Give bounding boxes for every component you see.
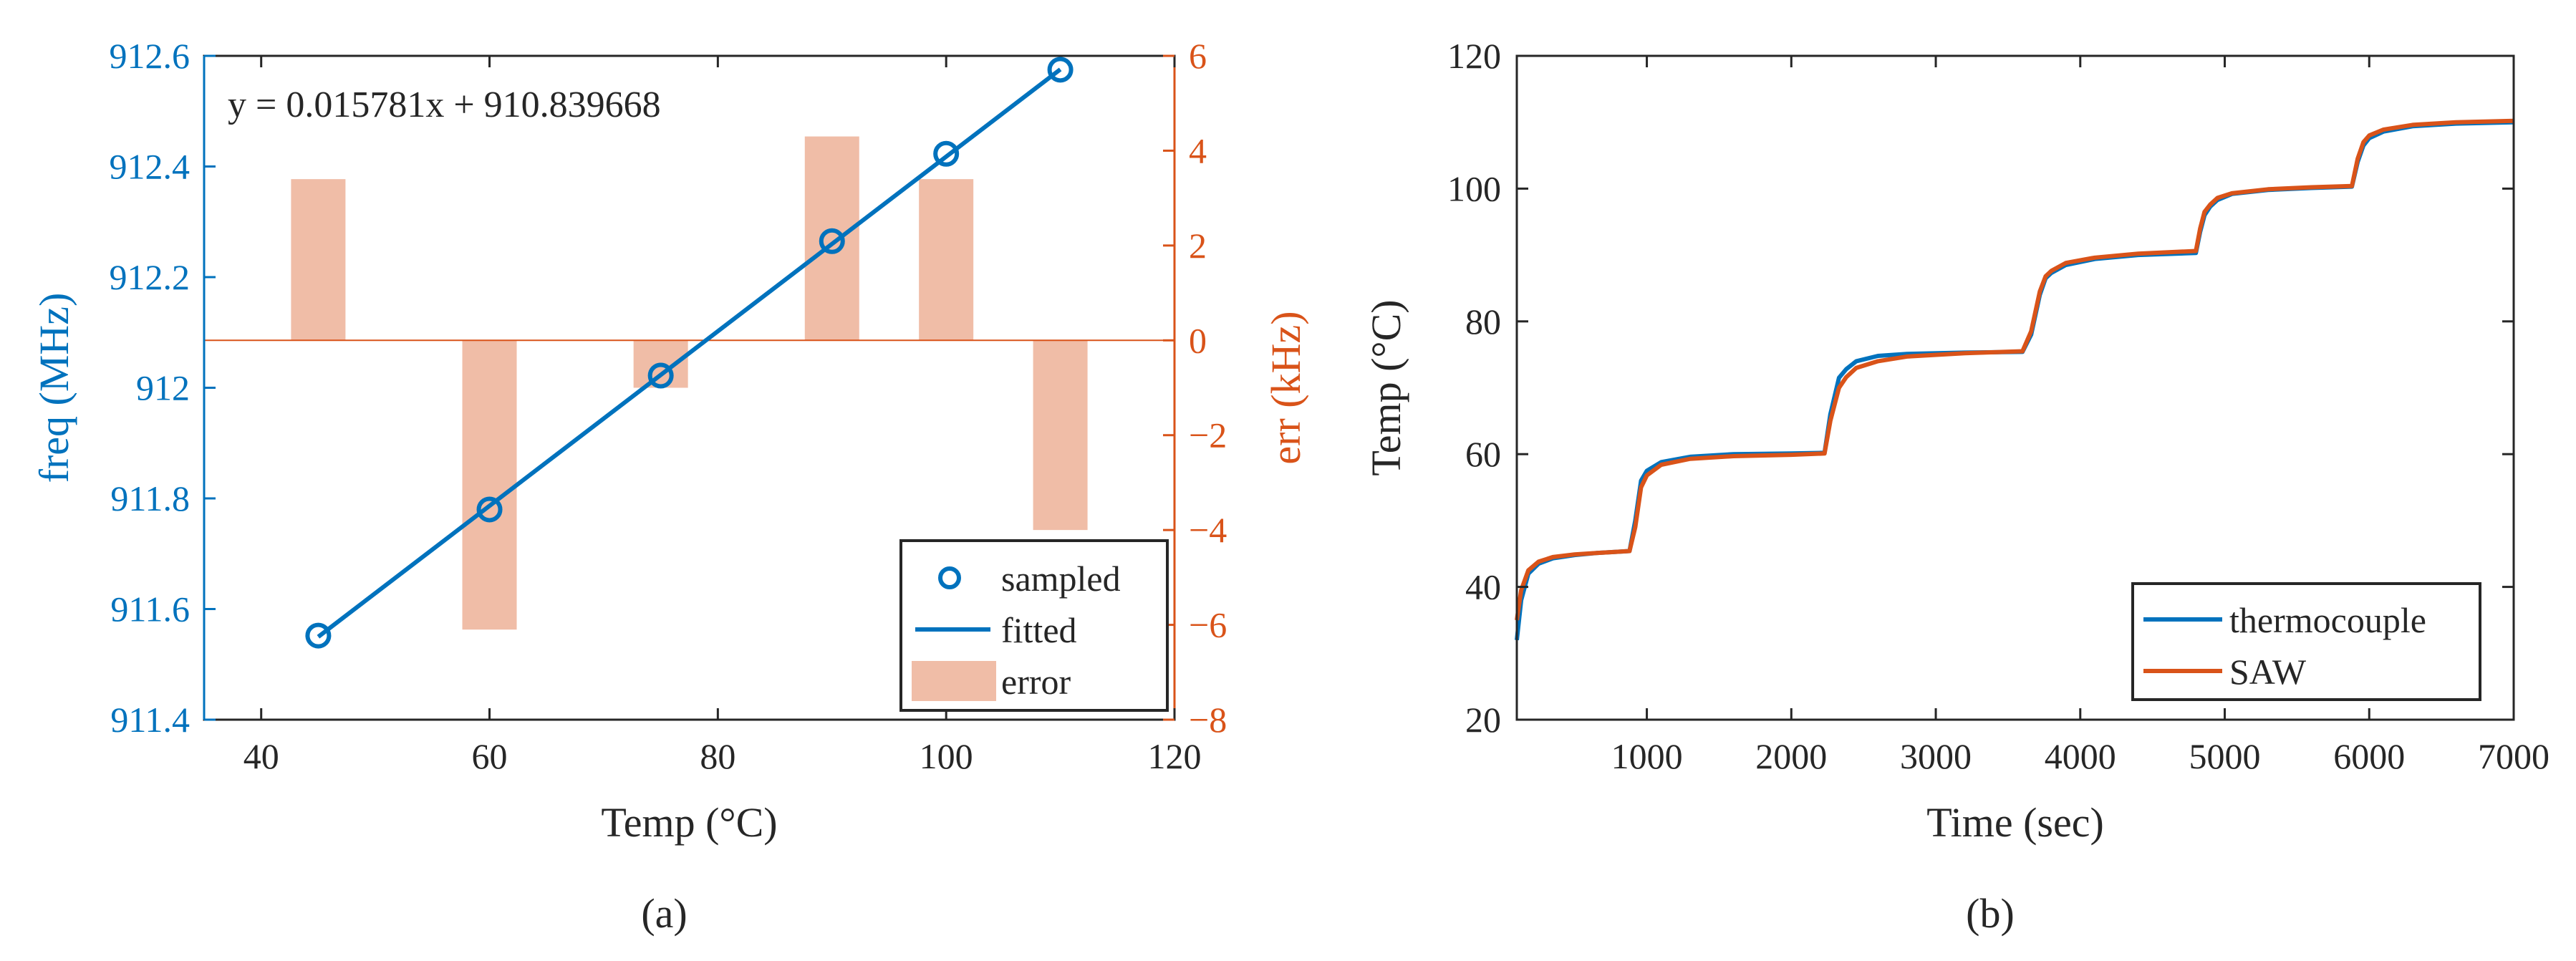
legend-box-b: [2131, 582, 2481, 701]
y-tick-label-right-a-0: 0: [1189, 320, 1207, 360]
y-tick-label-left-a-912-2: 912.2: [110, 257, 190, 297]
x-tick-label-b-7000: 7000: [2478, 736, 2550, 776]
y-ticks-b: 20 40 60 80 100 120: [1447, 36, 2514, 740]
sampled-point-60: [476, 496, 503, 523]
y-tick-label-right-a--6: −6: [1189, 605, 1227, 645]
sampled-point-110: [1047, 57, 1074, 83]
y-tick-label-right-a--4: −4: [1189, 510, 1227, 550]
y-tick-label-right-a-4: 4: [1189, 130, 1207, 170]
y-tick-label-left-a-912: 912: [136, 368, 190, 408]
panel-label-a: (a): [641, 890, 687, 937]
legend-symbol-sampled: [938, 566, 961, 589]
x-tick-label-b-4000: 4000: [2045, 736, 2116, 776]
x-axis-label-a: Temp (°C): [601, 799, 777, 846]
y-axis-label-left-a: freq (MHz): [31, 293, 77, 483]
fitted-line: [317, 67, 1062, 639]
y-axis-label-b: Temp (°C): [1363, 299, 1409, 475]
legend-a: sampled fitted error: [899, 539, 1169, 712]
error-bar-100: [919, 179, 974, 341]
x-ticks-a: 40 60 80 100 120: [243, 56, 1202, 776]
y-tick-label-right-a-6: 6: [1189, 36, 1207, 76]
x-tick-label-a-60: 60: [472, 736, 508, 776]
x-tick-label-b-5000: 5000: [2189, 736, 2261, 776]
error-bars-group: [291, 136, 1088, 630]
x-ticks-b: 1000 2000 3000 4000 5000 6000 7000: [1611, 56, 2550, 776]
legend-label-sampled: sampled: [1001, 559, 1121, 599]
y-tick-label-left-a-912-6: 912.6: [110, 36, 190, 76]
series-line-saw: [1515, 118, 2514, 621]
y-tick-label-b-40: 40: [1465, 567, 1501, 607]
chart-panel-b: 1000 2000 3000 4000 5000 6000 7000 20 40 60 80 100…: [1363, 36, 2550, 937]
legend-label-thermocouple: thermocouple: [2229, 600, 2426, 640]
x-tick-label-b-1000: 1000: [1611, 736, 1683, 776]
error-bar-90: [804, 136, 859, 341]
y-tick-label-left-a-911-6: 911.6: [110, 589, 190, 629]
error-bar-110: [1033, 340, 1088, 531]
x-tick-label-a-80: 80: [700, 736, 735, 776]
sampled-point-90: [819, 228, 845, 254]
y-tick-label-left-a-912-4: 912.4: [110, 147, 190, 187]
y-ticks-left-a: 911.4 911.6 911.8 912 912.2 912.4 912.6: [110, 36, 216, 740]
legend-label-saw: SAW: [2229, 652, 2307, 692]
y-tick-label-b-80: 80: [1465, 301, 1501, 342]
y-tick-label-left-a-911-8: 911.8: [110, 478, 190, 518]
x-tick-label-a-100: 100: [920, 736, 973, 776]
series-line-thermocouple: [1515, 120, 2514, 641]
legend-label-error: error: [1001, 662, 1071, 702]
legend-label-fitted: fitted: [1001, 610, 1077, 650]
legend-b: thermocouple SAW: [2131, 582, 2481, 701]
sampled-point-45: [305, 622, 332, 649]
chart-panel-a: 40 60 80 100 120 911.4911.6911.8912912.2912.…: [31, 36, 1309, 937]
x-tick-label-b-3000: 3000: [1900, 736, 1972, 776]
y-ticks-right-a: −8 −6 −4 −2 0 2 4 6: [1163, 36, 1227, 740]
x-tick-label-b-2000: 2000: [1755, 736, 1827, 776]
fit-equation: y = 0.015781x + 910.839668: [228, 84, 661, 125]
x-tick-label-a-40: 40: [243, 736, 279, 776]
y-tick-label-right-a--8: −8: [1189, 700, 1227, 740]
y-tick-label-b-100: 100: [1447, 168, 1501, 208]
y-tick-label-b-60: 60: [1465, 434, 1501, 474]
x-axis-label-b: Time (sec): [1926, 799, 2104, 846]
y-tick-label-left-a-911-4: 911.4: [110, 700, 190, 740]
y-tick-label-right-a--2: −2: [1189, 415, 1227, 455]
sampled-points-group: [305, 57, 1074, 649]
error-bar-45: [291, 179, 346, 341]
sampled-point-100: [933, 140, 960, 167]
error-bar-60: [462, 340, 517, 630]
x-tick-label-b-6000: 6000: [2333, 736, 2405, 776]
y-tick-label-right-a-2: 2: [1189, 226, 1207, 266]
plot-frame-b: [1515, 54, 2515, 721]
y-tick-label-b-120: 120: [1447, 36, 1501, 76]
sampled-point-75: [647, 362, 674, 389]
x-tick-label-a-120: 120: [1148, 736, 1202, 776]
legend-symbol-error: [912, 661, 996, 701]
panel-label-b: (b): [1966, 890, 2015, 937]
y-tick-label-b-20: 20: [1465, 700, 1501, 740]
y-axis-label-right-a: err (kHz): [1263, 311, 1309, 464]
